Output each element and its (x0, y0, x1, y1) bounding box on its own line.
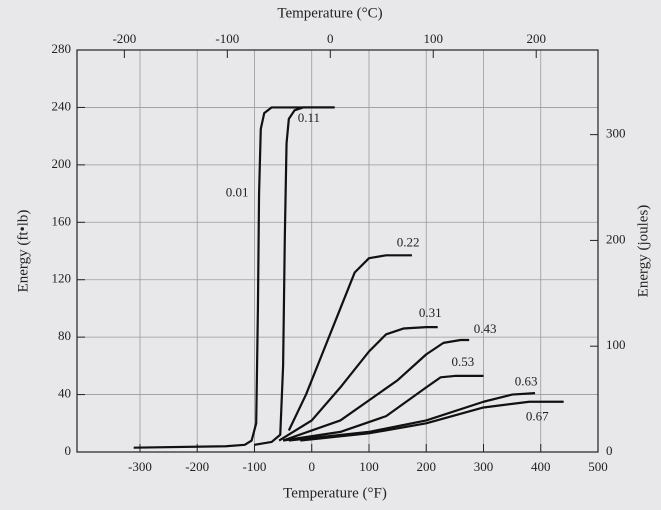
y2-tick-label: 200 (606, 231, 626, 246)
curve (300, 400, 564, 442)
y2-tick-label: 0 (606, 443, 613, 458)
x-tick-label: -300 (128, 459, 152, 474)
y-tick-label: 80 (58, 328, 71, 343)
y2-axis-title: Energy (joules) (635, 205, 651, 298)
curve-label: 0.43 (474, 321, 497, 336)
x-tick-label: -100 (243, 459, 267, 474)
y-tick-label: 200 (52, 156, 72, 171)
x2-tick-label: 100 (424, 31, 444, 46)
curve (287, 254, 412, 431)
x-tick-label: 100 (359, 459, 379, 474)
x2-tick-label: -100 (215, 31, 239, 46)
curve (278, 325, 438, 442)
x2-tick-label: 0 (327, 31, 334, 46)
x-tick-label: 500 (588, 459, 608, 474)
curve (254, 106, 335, 446)
x-tick-label: 0 (308, 459, 315, 474)
y2-tick-label: 300 (606, 126, 626, 141)
y2-tick-label: 100 (606, 337, 626, 352)
y-tick-label: 40 (58, 386, 71, 401)
curve-label: 0.11 (298, 110, 320, 125)
x2-tick-label: 200 (526, 31, 546, 46)
x-axis-title: Temperature (°F) (283, 485, 387, 501)
y-tick-label: 160 (52, 213, 72, 228)
y-tick-label: 120 (52, 271, 72, 286)
curve (288, 392, 536, 442)
curve-label: 0.67 (526, 409, 549, 424)
chart-title: Temperature (°C) (277, 5, 382, 21)
y-tick-label: 280 (52, 41, 72, 56)
curve-label: 0.53 (451, 354, 474, 369)
x-tick-label: -200 (185, 459, 209, 474)
curve-label: 0.63 (515, 374, 538, 389)
curve (282, 374, 484, 442)
curve (282, 338, 470, 442)
x-tick-label: 400 (531, 459, 551, 474)
plot-frame (76, 49, 599, 453)
y-tick-label: 240 (52, 98, 72, 113)
y-tick-label: 0 (65, 443, 72, 458)
x2-tick-label: -200 (112, 31, 136, 46)
y-axis-title: Energy (ft•lb) (15, 210, 31, 293)
x-tick-label: 300 (474, 459, 494, 474)
x-tick-label: 200 (416, 459, 436, 474)
curve-label: 0.22 (397, 234, 420, 249)
curve-label: 0.31 (419, 305, 442, 320)
curve (133, 106, 335, 449)
curve-label: 0.01 (226, 185, 249, 200)
